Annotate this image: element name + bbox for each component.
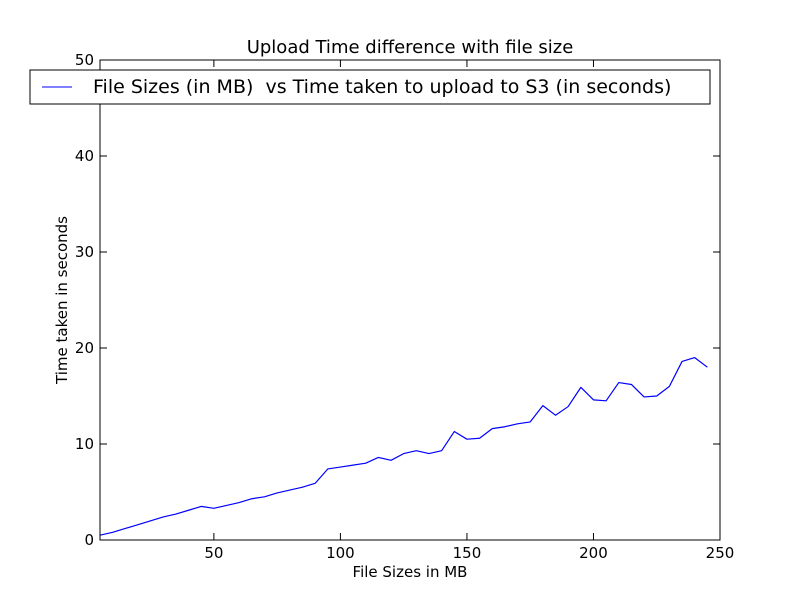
y-tick-label: 0 <box>84 531 94 549</box>
legend-label: File Sizes (in MB) vs Time taken to uplo… <box>93 76 671 98</box>
x-tick-label: 250 <box>706 544 735 562</box>
chart-title: Upload Time difference with file size <box>247 37 574 58</box>
y-tick-label: 20 <box>75 339 94 357</box>
plot-area <box>100 60 720 540</box>
x-tick-label: 200 <box>579 544 608 562</box>
x-tick-label: 150 <box>453 544 482 562</box>
y-axis-label: Time taken in seconds <box>53 216 71 385</box>
legend-box <box>29 69 711 105</box>
x-tick-label: 100 <box>326 544 355 562</box>
y-tick-label: 30 <box>75 243 94 261</box>
y-tick-label: 50 <box>75 51 94 69</box>
x-tick-label: 50 <box>204 544 223 562</box>
y-tick-label: 10 <box>75 435 94 453</box>
plot-frame <box>99 59 721 541</box>
x-axis-label: File Sizes in MB <box>353 563 468 581</box>
y-tick-label: 40 <box>75 147 94 165</box>
tick-labels: 50 100 150 200 250 0 10 20 30 40 50 <box>75 51 734 562</box>
series-lines <box>99 357 708 536</box>
legend: File Sizes (in MB) vs Time taken to uplo… <box>29 69 711 105</box>
series-line <box>99 357 708 536</box>
